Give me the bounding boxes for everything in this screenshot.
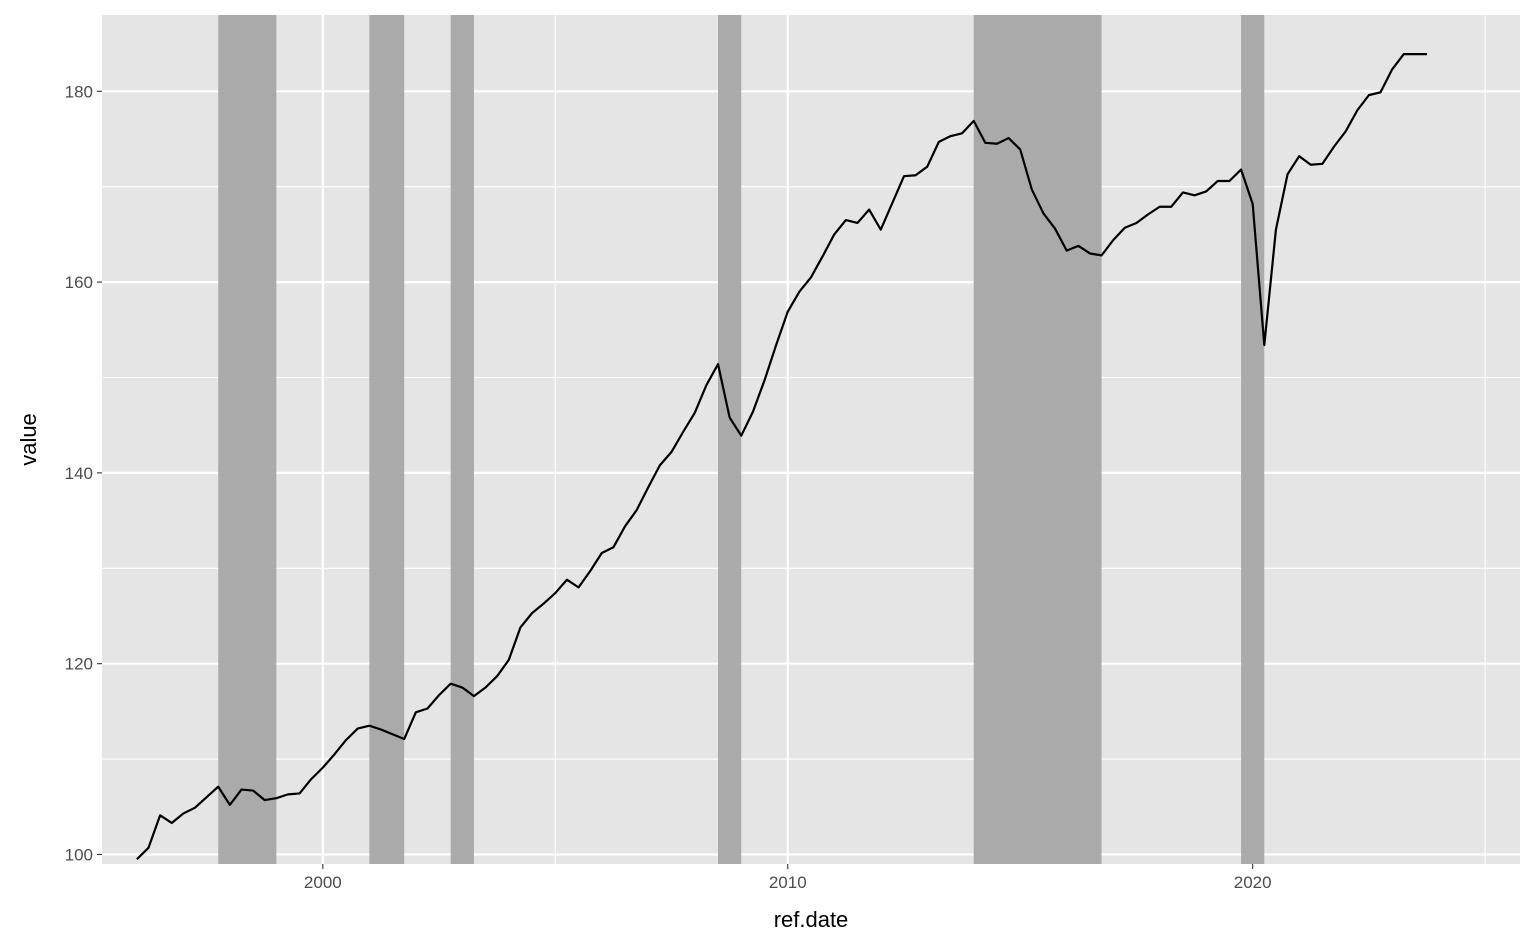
series-line bbox=[136, 53, 1428, 861]
shaded-period bbox=[218, 15, 277, 864]
x-tick-label: 2020 bbox=[1234, 873, 1272, 892]
y-tick-label: 160 bbox=[65, 273, 93, 292]
y-axis: 100 120 140 160 180 bbox=[65, 82, 102, 864]
shaded-period bbox=[450, 15, 474, 864]
y-axis-title: value bbox=[16, 413, 41, 466]
shaded-periods bbox=[218, 15, 1265, 864]
y-tick-label: 140 bbox=[65, 464, 93, 483]
x-tick-label: 2010 bbox=[769, 873, 807, 892]
plot-panel bbox=[102, 15, 1520, 864]
x-tick-label: 2000 bbox=[304, 873, 342, 892]
y-tick-label: 100 bbox=[65, 845, 93, 864]
shaded-period bbox=[718, 15, 742, 864]
x-axis: 2000 2010 2020 bbox=[304, 864, 1272, 892]
shaded-period bbox=[369, 15, 405, 864]
x-axis-title: ref.date bbox=[774, 907, 849, 932]
shaded-period bbox=[973, 15, 1102, 864]
y-tick-label: 180 bbox=[65, 82, 93, 101]
y-tick-label: 120 bbox=[65, 655, 93, 674]
shaded-period bbox=[1241, 15, 1265, 864]
